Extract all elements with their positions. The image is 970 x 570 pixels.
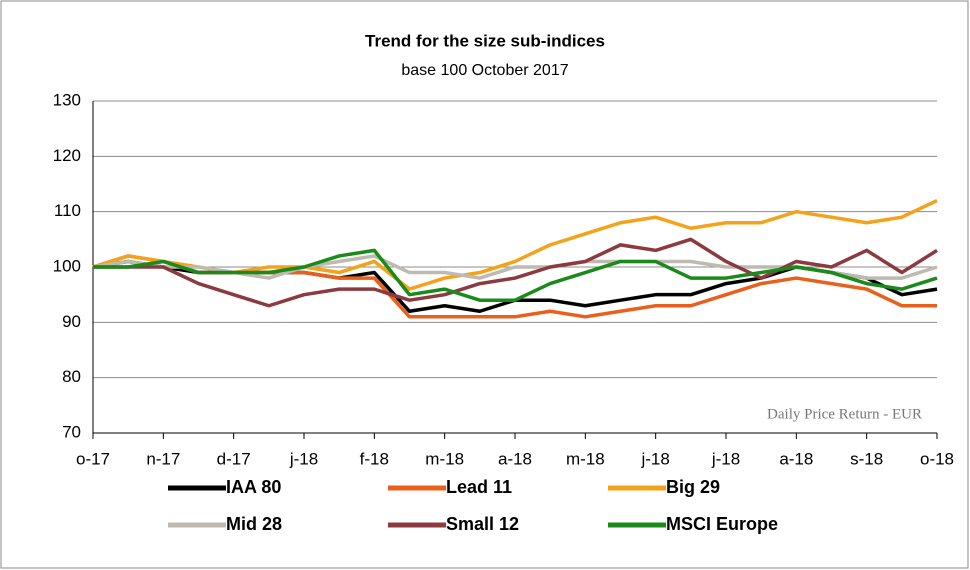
x-tick-label: d-17 bbox=[217, 449, 251, 468]
chart-subtitle: base 100 October 2017 bbox=[401, 62, 568, 79]
x-tick-label: m-18 bbox=[425, 449, 464, 468]
y-tick-label: 130 bbox=[53, 90, 81, 109]
legend-label: Mid 28 bbox=[226, 514, 282, 534]
y-tick-label: 70 bbox=[62, 422, 81, 441]
y-tick-label: 120 bbox=[53, 146, 81, 165]
x-tick-label: n-17 bbox=[146, 449, 180, 468]
y-tick-label: 90 bbox=[62, 312, 81, 331]
legend-label: Big 29 bbox=[666, 477, 720, 497]
x-tick-label: j-18 bbox=[640, 449, 669, 468]
chart-title: Trend for the size sub-indices bbox=[365, 31, 605, 50]
y-tick-label: 100 bbox=[53, 256, 81, 275]
series-line bbox=[93, 248, 938, 302]
x-tick-label: o-18 bbox=[920, 449, 954, 468]
x-tick-label: a-18 bbox=[779, 449, 813, 468]
series-line bbox=[93, 237, 938, 308]
x-tick-label: a-18 bbox=[498, 449, 532, 468]
x-tick-label: j-18 bbox=[289, 449, 318, 468]
y-tick-label: 80 bbox=[62, 367, 81, 386]
legend-label: IAA 80 bbox=[226, 477, 281, 497]
x-tick-label: s-18 bbox=[850, 449, 883, 468]
y-tick-label: 110 bbox=[54, 201, 81, 220]
legend-label: Lead 11 bbox=[446, 477, 512, 497]
x-tick-label: o-17 bbox=[76, 449, 110, 468]
legend-label: Small 12 bbox=[446, 514, 519, 534]
x-tick-label: m-18 bbox=[566, 449, 605, 468]
annotation: Daily Price Return - EUR bbox=[767, 406, 922, 422]
x-tick-label: j-18 bbox=[711, 449, 740, 468]
legend-label: MSCI Europe bbox=[666, 514, 778, 534]
x-tick-label: f-18 bbox=[360, 449, 389, 468]
